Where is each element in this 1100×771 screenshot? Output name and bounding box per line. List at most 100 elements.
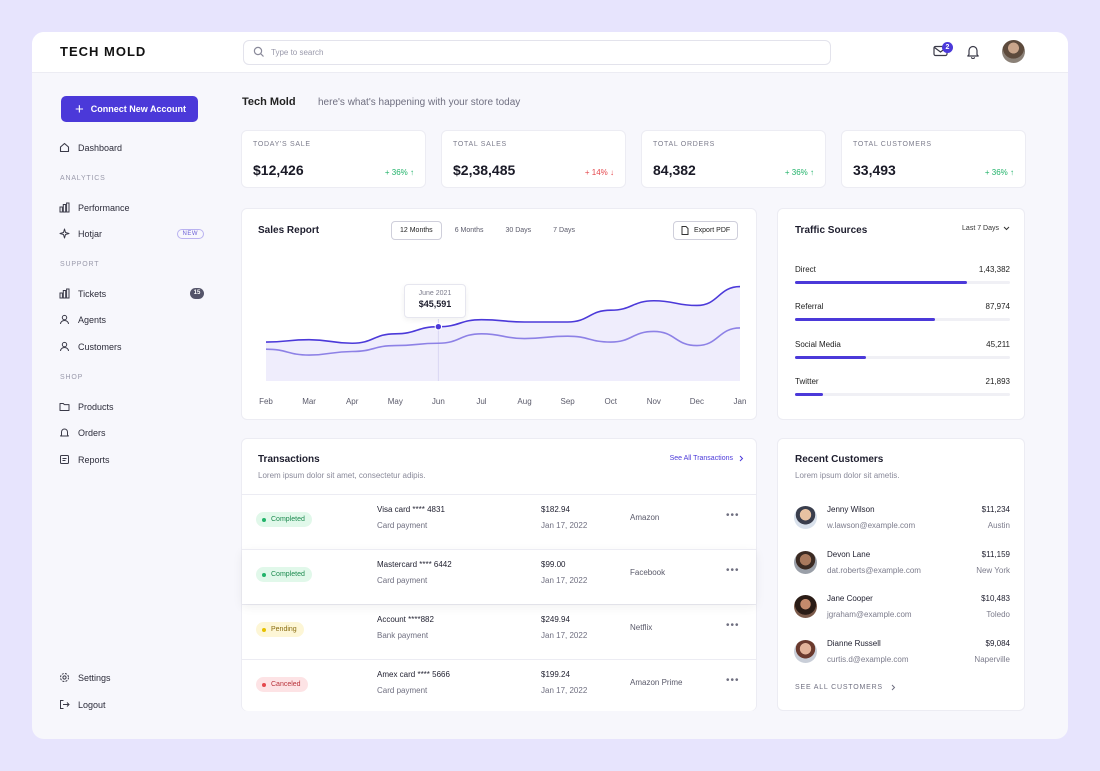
chart-series-line-2 [265,327,741,356]
traffic-sources-title: Traffic Sources [795,225,868,236]
customer-item[interactable]: Dianne Russell curtis.d@example.com $9,0… [794,637,1010,667]
sidebar-item-label: Hotjar [78,228,103,239]
customer-name: Dianne Russell [827,639,881,648]
transaction-row[interactable]: Completed Visa card **** 4831 Card payme… [242,494,756,549]
customer-email: jgraham@example.com [827,610,912,619]
sidebar-item-settings[interactable]: Settings [59,672,204,683]
sidebar-item-products[interactable]: Products [59,401,204,412]
sparkle-icon [59,228,70,239]
payment-type: Card payment [377,686,428,695]
x-tick-label: Apr [346,397,359,406]
search-placeholder: Type to search [271,48,324,57]
export-pdf-button[interactable]: Export PDF [673,221,739,240]
customer-amount: $11,159 [981,550,1010,559]
connect-new-account-button[interactable]: + Connect New Account [61,96,198,122]
stat-value: $2,38,485 [453,162,516,178]
sidebar-item-reports[interactable]: Reports [59,454,204,465]
chart-highlight-point[interactable] [434,323,443,331]
status-dot [262,517,266,522]
status-badge: Completed [256,567,312,582]
brand-logo[interactable]: TECH MOLD [60,44,147,59]
more-options-icon[interactable]: ••• [726,675,740,686]
stat-card: TOTAL SALES $2,38,485 + 14% ↓ [441,130,626,188]
range-tabs: 12 Months 6 Months 30 Days 7 Days [391,221,584,240]
sidebar-item-logout[interactable]: Logout [59,699,204,710]
customer-item[interactable]: Jenny Wilson w.lawson@example.com $11,23… [794,503,1010,533]
more-options-icon[interactable]: ••• [726,620,740,631]
merchant: Facebook [630,568,666,577]
home-icon [59,142,70,153]
stat-change: + 36% ↑ [784,168,814,177]
payment-type: Card payment [377,521,428,530]
sidebar-item-label: Customers [78,341,122,352]
bell-icon[interactable] [966,44,980,59]
report-icon [60,455,69,464]
chart-series-line-1 [265,285,741,345]
range-dropdown[interactable]: Last 7 Days [962,225,1010,232]
stat-change: + 36% ↑ [984,168,1014,177]
status-label: Pending [271,626,297,633]
more-options-icon[interactable]: ••• [726,565,740,576]
stat-value: 33,493 [853,162,896,178]
transaction-row[interactable]: Completed Mastercard **** 6442 Card paym… [242,549,756,604]
payment-type: Card payment [377,576,428,585]
stat-change: + 14% ↓ [584,168,614,177]
customer-location: Austin [987,521,1010,530]
sidebar-item-label: Products [78,401,114,412]
customer-avatar [794,551,817,574]
sidebar-item-orders[interactable]: Orders [59,427,204,438]
customer-item[interactable]: Jane Cooper jgraham@example.com $10,483 … [794,592,1010,622]
customer-name: Jane Cooper [827,594,873,603]
sidebar-item-label: Performance [78,202,130,213]
payment-type: Bank payment [377,631,429,640]
recent-customers-subtitle: Lorem ipsum dolor sit ametis. [795,471,900,480]
tab-7-days[interactable]: 7 Days [553,227,575,234]
transaction-row[interactable]: Canceled Amex card **** 5666 Card paymen… [242,659,756,711]
traffic-bar [795,356,1010,359]
see-all-customers-link[interactable]: SEE ALL CUSTOMERS [795,684,896,691]
stat-card: TOTAL CUSTOMERS 33,493 + 36% ↑ [841,130,1026,188]
traffic-source-name: Referral [795,302,824,311]
traffic-source-value: 21,893 [985,377,1010,386]
traffic-source-value: 87,974 [985,302,1010,311]
see-all-transactions-label: See All Transactions [669,455,733,462]
sidebar: + Connect New Account Dashboard ANALYTIC… [32,73,222,739]
customer-avatar [794,640,817,663]
traffic-source-name: Direct [795,265,816,274]
sidebar-item-tickets[interactable]: Tickets 15 [59,288,204,299]
search-input[interactable]: Type to search [243,40,831,65]
sidebar-item-hotjar[interactable]: Hotjar NEW [59,228,204,239]
see-all-transactions-link[interactable]: See All Transactions [670,455,744,462]
stat-label: TODAY'S SALE [253,141,311,148]
customer-name: Jenny Wilson [827,505,875,514]
payment-method: Mastercard **** 6442 [377,560,452,569]
sidebar-item-customers[interactable]: Customers [59,341,204,352]
tab-30-days[interactable]: 30 Days [505,227,532,234]
traffic-source-value: 1,43,382 [978,265,1010,274]
sidebar-item-dashboard[interactable]: Dashboard [59,142,204,153]
logout-icon [60,700,70,709]
more-options-icon[interactable]: ••• [726,510,740,521]
status-dot [262,572,266,577]
traffic-bar-fill [795,318,935,321]
customer-amount: $9,084 [985,639,1010,648]
traffic-source: Direct 1,43,382 [795,265,1010,284]
stat-value: 84,382 [653,162,696,178]
sidebar-item-label: Dashboard [78,142,123,153]
sidebar-item-agents[interactable]: Agents [59,314,204,325]
customer-name: Devon Lane [827,550,871,559]
traffic-bar [795,393,1010,396]
customer-item[interactable]: Devon Lane dat.roberts@example.com $11,1… [794,548,1010,578]
chart-area-fill [266,286,740,381]
chart-tooltip: June 2021 $45,591 [404,284,466,318]
tab-6-months[interactable]: 6 Months [454,227,484,234]
recent-customers-card: Recent Customers Lorem ipsum dolor sit a… [777,438,1025,711]
transaction-row[interactable]: Pending Account ****882 Bank payment $24… [242,604,756,659]
stat-change: + 36% ↑ [384,168,414,177]
transaction-date: Jan 17, 2022 [541,521,588,530]
tab-12-months[interactable]: 12 Months [391,221,442,240]
user-avatar[interactable] [1002,40,1025,63]
export-pdf-label: Export PDF [694,227,731,234]
sidebar-item-performance[interactable]: Performance [59,202,204,213]
sales-report-card: Sales Report 12 Months 6 Months 30 Days … [241,208,757,420]
